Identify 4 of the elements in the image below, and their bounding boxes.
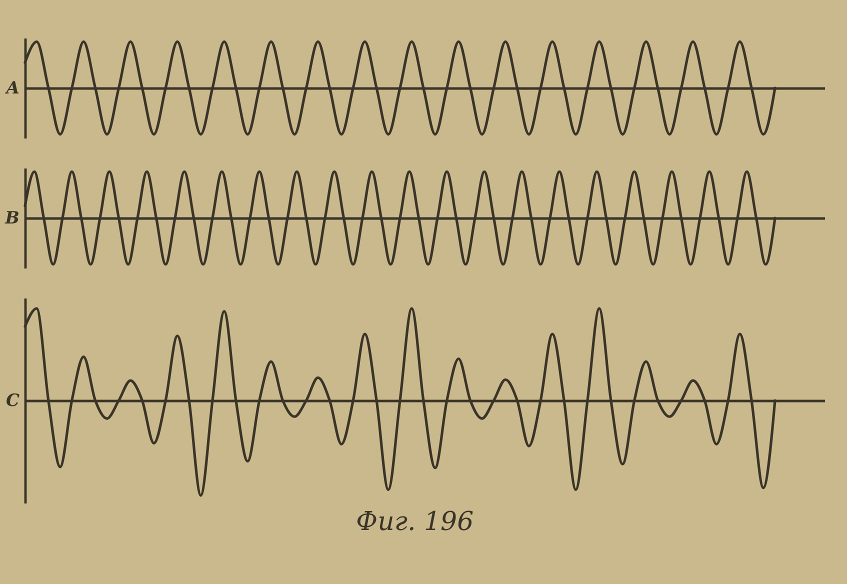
y-axis-title: C [6, 391, 20, 411]
text: Фиг. 196 [356, 507, 474, 537]
y-axis-title: A [4, 78, 20, 98]
y-axis-title: B [4, 208, 20, 228]
